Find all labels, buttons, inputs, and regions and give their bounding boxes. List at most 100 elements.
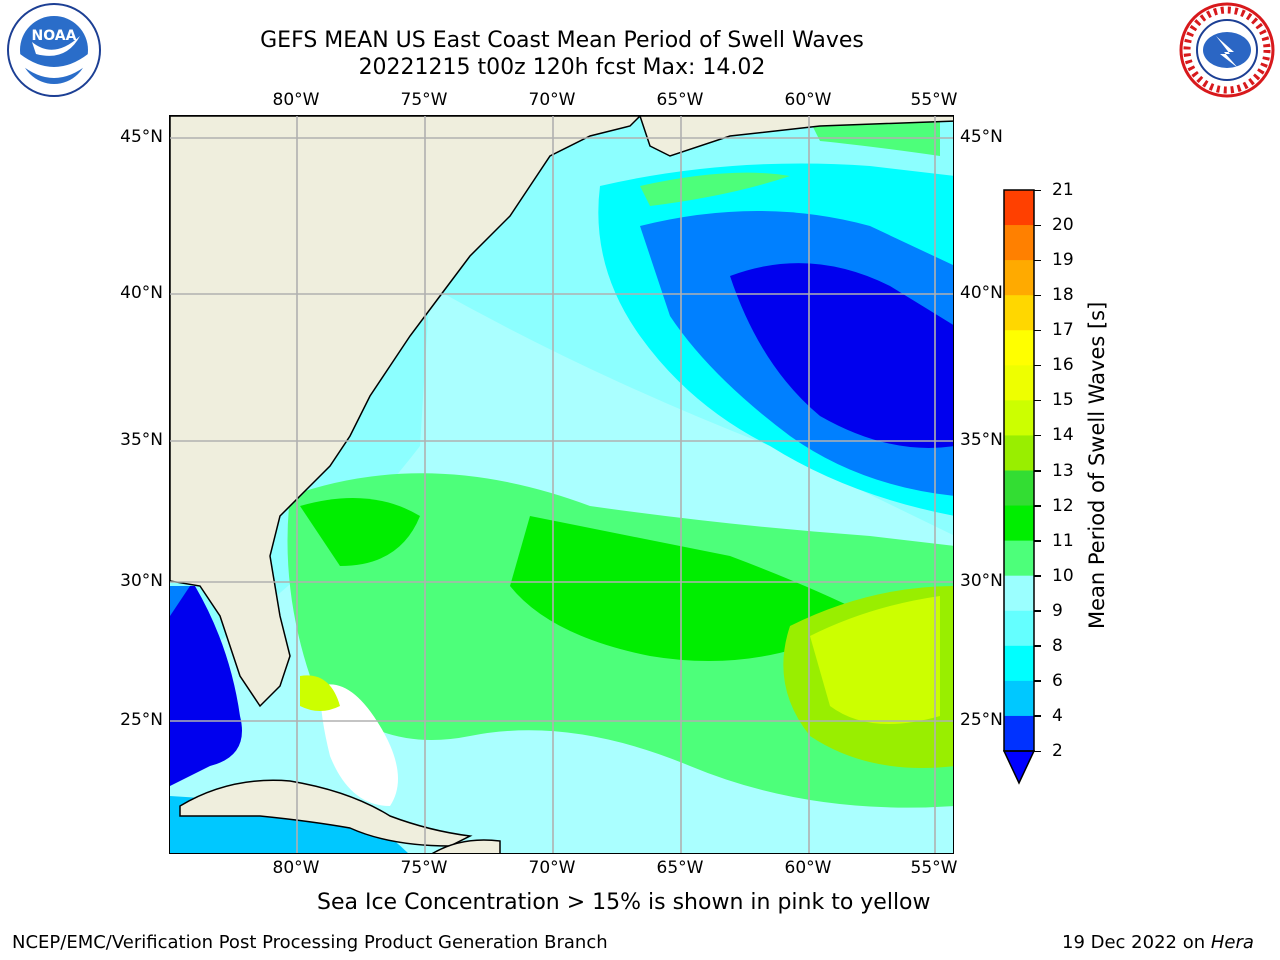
colorbar-cell: [1004, 610, 1034, 647]
footer-date-text: 19 Dec 2022 on: [1062, 932, 1211, 953]
colorbar-tick-mark: [1034, 294, 1041, 297]
colorbar-cell: [1004, 680, 1034, 717]
chart-subtitle: 20221215 t00z 120h fcst Max: 14.02: [358, 55, 766, 80]
chart-title: GEFS MEAN US East Coast Mean Period of S…: [260, 28, 864, 53]
canada-land: [639, 116, 953, 157]
colorbar-tick-mark: [1034, 470, 1041, 472]
lon-tick-bottom-70w: 70°W: [528, 858, 576, 878]
colorbar-cell: [1004, 190, 1034, 226]
footer-credit: NCEP/EMC/Verification Post Processing Pr…: [12, 932, 608, 953]
colorbar-tick-mark: [1034, 680, 1041, 682]
lat-tick-right-30n: 30°N: [960, 571, 1003, 591]
colorbar-tick-mark: [1034, 750, 1041, 752]
colorbar-tick-label: 10: [1052, 565, 1074, 586]
colorbar-tick-mark: [1034, 329, 1041, 332]
colorbar-tick-label: 13: [1052, 460, 1074, 481]
colorbar-cell: [1004, 400, 1034, 436]
colorbar-tick-label: 19: [1052, 250, 1074, 271]
colorbar-tick-label: 6: [1052, 670, 1063, 691]
graticule: [170, 116, 953, 853]
lat-tick-right-45n: 45°N: [960, 127, 1003, 147]
colorbar-tick-mark: [1034, 189, 1041, 191]
colorbar-tick-label: 15: [1052, 390, 1074, 411]
colorbar-tick-mark: [1034, 399, 1041, 402]
colorbar-tick-label: 12: [1052, 495, 1074, 516]
lon-tick-bottom-65w: 65°W: [656, 858, 704, 878]
colorbar-tick-label: 20: [1052, 215, 1074, 236]
colorbar-extend-triangle: [1002, 750, 1036, 785]
colorbar-tick-mark: [1034, 540, 1041, 542]
lat-tick-right-40n: 40°N: [960, 283, 1003, 303]
colorbar-tick-label: 11: [1052, 530, 1074, 551]
colorbar-label: Mean Period of Swell Waves [s]: [1085, 301, 1109, 629]
colorbar-tick-mark: [1034, 259, 1041, 262]
lat-tick-left-25n: 25°N: [120, 710, 163, 730]
colorbar: [1002, 189, 1036, 785]
lon-tick-top-75w: 75°W: [400, 90, 448, 110]
bright-green-patch-west: [300, 498, 420, 566]
lon-tick-top-80w: 80°W: [272, 90, 320, 110]
footer-host: Hera: [1210, 932, 1254, 953]
colorbar-tick-label: 4: [1052, 705, 1063, 726]
gulf-dark-blue-region: [170, 586, 242, 786]
colorbar-tick-label: 18: [1052, 285, 1074, 306]
lat-tick-right-25n: 25°N: [960, 710, 1003, 730]
colorbar-tick-label: 16: [1052, 355, 1074, 376]
colorbar-cell: [1004, 505, 1034, 542]
noaa-logo: NOAA: [2, 2, 106, 98]
svg-text:NOAA: NOAA: [32, 28, 77, 44]
green-strip-north: [640, 172, 790, 206]
hispaniola-land: [431, 839, 501, 853]
dark-blue-region: [730, 263, 953, 448]
colorbar-tick-mark: [1034, 715, 1041, 717]
lat-tick-right-35n: 35°N: [960, 430, 1003, 450]
colorbar-cell: [1004, 295, 1034, 331]
colorbar-tick-mark: [1034, 575, 1041, 577]
colorbar-cell: [1004, 435, 1034, 471]
lon-tick-top-55w: 55°W: [910, 90, 958, 110]
lon-tick-bottom-75w: 75°W: [400, 858, 448, 878]
national-weather-service-logo: [1176, 2, 1278, 98]
bright-green-region: [510, 516, 870, 661]
colorbar-tick-mark: [1034, 610, 1041, 612]
colorbar-cell: [1004, 470, 1034, 507]
footer-date: 19 Dec 2022 on Hera: [1062, 932, 1254, 953]
lon-tick-top-65w: 65°W: [656, 90, 704, 110]
lon-tick-bottom-55w: 55°W: [910, 858, 958, 878]
colorbar-cell: [1004, 365, 1034, 401]
lat-tick-left-30n: 30°N: [120, 571, 163, 591]
colorbar-cell: [1004, 225, 1034, 261]
cuba-land: [179, 779, 473, 847]
yellow-region: [810, 596, 940, 724]
colorbar-tick-label: 21: [1052, 180, 1074, 200]
colorbar-tick-label: 2: [1052, 741, 1063, 761]
lon-tick-top-60w: 60°W: [784, 90, 832, 110]
colorbar-cells: [1004, 190, 1034, 752]
bahamas-no-data-region: [320, 684, 398, 806]
colorbar-tick-mark: [1034, 364, 1041, 367]
us-east-coast-land: [170, 116, 642, 708]
colorbar-tick-mark: [1034, 505, 1041, 507]
lon-tick-bottom-80w: 80°W: [272, 858, 320, 878]
colorbar-cell: [1004, 540, 1034, 577]
colorbar-cell: [1004, 715, 1034, 752]
lon-tick-bottom-60w: 60°W: [784, 858, 832, 878]
lat-tick-left-40n: 40°N: [120, 283, 163, 303]
colorbar-tick-mark: [1034, 224, 1041, 227]
colorbar-tick-label: 17: [1052, 320, 1074, 341]
colorbar-tick-label: 14: [1052, 425, 1074, 446]
colorbar-tick-mark: [1034, 434, 1041, 437]
colorbar-cell: [1004, 645, 1034, 682]
yellow-patch-bahamas: [300, 675, 340, 711]
sea-ice-note: Sea Ice Concentration > 15% is shown in …: [317, 890, 931, 915]
colorbar-tick-mark: [1034, 645, 1041, 647]
colorbar-cell: [1004, 330, 1034, 366]
colorbar-tick-label: 9: [1052, 600, 1063, 621]
lon-tick-top-70w: 70°W: [528, 90, 576, 110]
swell-period-map: [169, 115, 954, 854]
colorbar-cell: [1004, 575, 1034, 612]
lat-tick-left-35n: 35°N: [120, 430, 163, 450]
colorbar-cell: [1004, 260, 1034, 296]
lat-tick-left-45n: 45°N: [120, 127, 163, 147]
colorbar-tick-label: 8: [1052, 635, 1063, 656]
